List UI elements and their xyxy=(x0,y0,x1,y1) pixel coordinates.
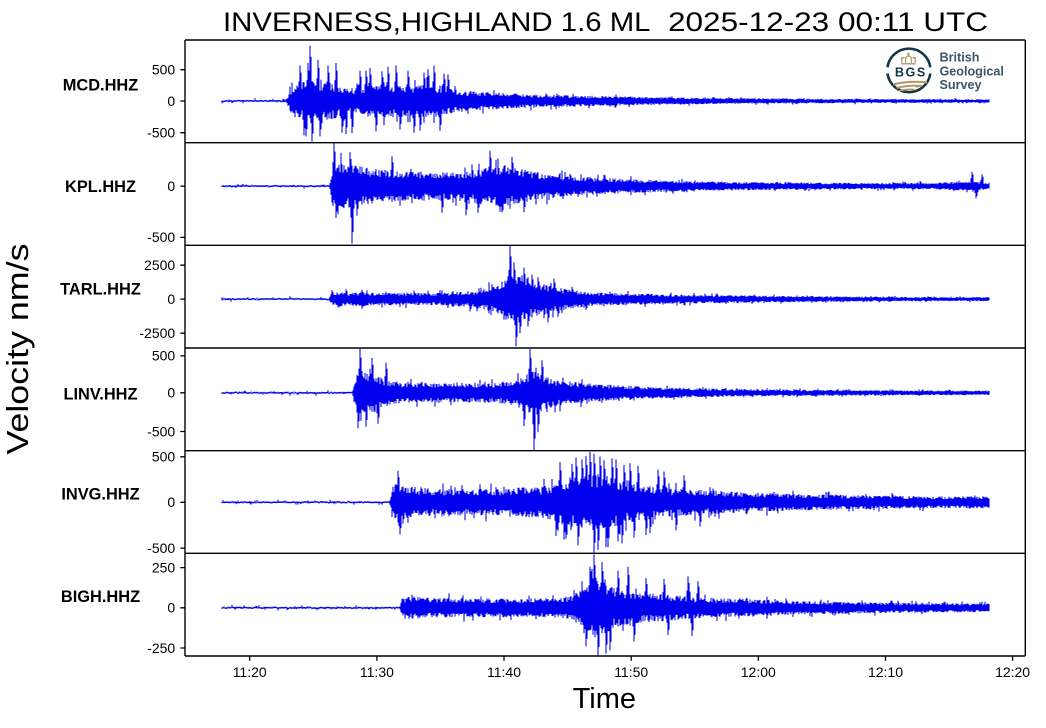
svg-text:250: 250 xyxy=(152,559,176,575)
svg-text:0: 0 xyxy=(167,291,175,307)
svg-text:12:10: 12:10 xyxy=(868,664,903,680)
svg-text:Geological: Geological xyxy=(940,64,1004,78)
svg-text:Time: Time xyxy=(573,683,636,715)
svg-text:-500: -500 xyxy=(147,540,175,556)
svg-text:LINV.HHZ: LINV.HHZ xyxy=(63,385,137,403)
svg-text:-2500: -2500 xyxy=(139,325,175,341)
svg-text:British: British xyxy=(940,51,980,65)
svg-text:2500: 2500 xyxy=(144,257,175,273)
svg-text:BIGH.HHZ: BIGH.HHZ xyxy=(61,588,140,606)
svg-text:INVERNESS,HIGHLAND 1.6 ML: INVERNESS,HIGHLAND 1.6 ML xyxy=(223,7,651,37)
svg-text:0: 0 xyxy=(167,385,175,401)
svg-text:-500: -500 xyxy=(147,229,175,245)
svg-text:0: 0 xyxy=(167,178,175,194)
svg-text:500: 500 xyxy=(152,348,176,364)
svg-text:0: 0 xyxy=(167,494,175,510)
svg-text:2025-12-23 00:11 UTC: 2025-12-23 00:11 UTC xyxy=(668,7,988,37)
svg-text:BGS: BGS xyxy=(895,66,927,80)
svg-text:-500: -500 xyxy=(147,125,175,141)
svg-text:TARL.HHZ: TARL.HHZ xyxy=(60,280,141,298)
svg-text:Velocity nm/s: Velocity nm/s xyxy=(0,244,35,455)
svg-text:11:20: 11:20 xyxy=(233,664,267,680)
svg-text:11:40: 11:40 xyxy=(487,664,521,680)
svg-text:0: 0 xyxy=(167,600,175,616)
svg-text:MCD.HHZ: MCD.HHZ xyxy=(63,77,139,95)
svg-text:INVG.HHZ: INVG.HHZ xyxy=(61,485,139,503)
svg-text:KPL.HHZ: KPL.HHZ xyxy=(65,178,136,196)
svg-text:12:00: 12:00 xyxy=(741,664,776,680)
svg-text:0: 0 xyxy=(167,93,175,109)
svg-text:500: 500 xyxy=(152,449,176,465)
svg-text:-500: -500 xyxy=(147,423,175,439)
svg-text:500: 500 xyxy=(152,62,176,78)
svg-text:12:20: 12:20 xyxy=(995,664,1030,680)
svg-text:Survey: Survey xyxy=(940,78,982,92)
svg-text:-250: -250 xyxy=(147,640,175,656)
svg-text:11:50: 11:50 xyxy=(614,664,648,680)
svg-text:11:30: 11:30 xyxy=(360,664,394,680)
